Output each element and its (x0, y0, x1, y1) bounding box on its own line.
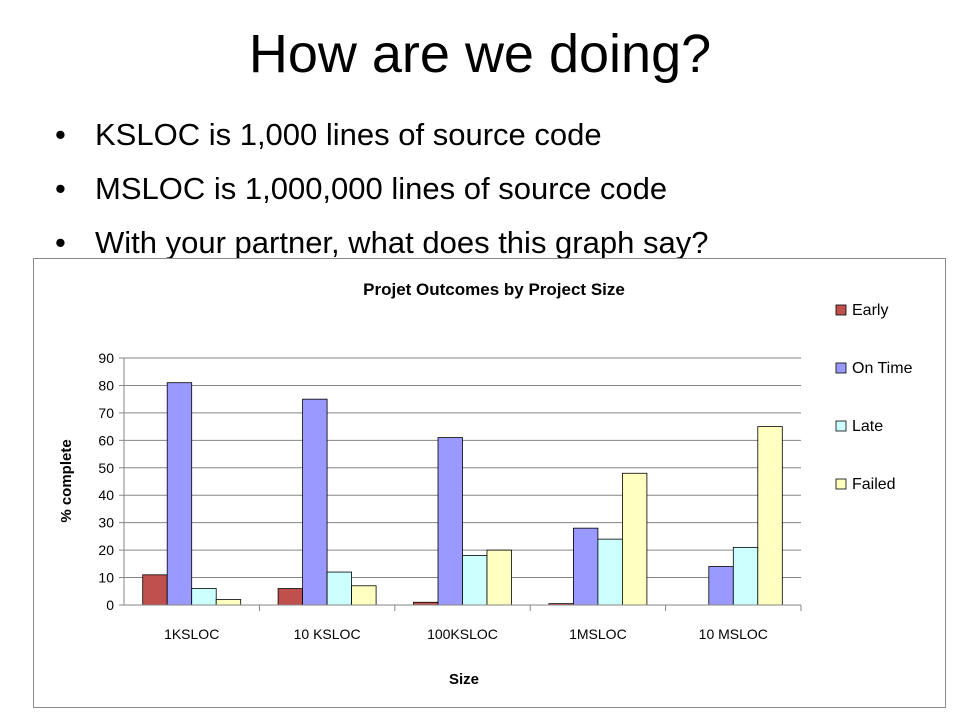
bar-early (142, 574, 168, 606)
bar-late (326, 571, 353, 606)
bar-early (277, 588, 304, 606)
bullet-item: • MSLOC is 1,000,000 lines of source code (55, 162, 708, 216)
bar-failed (486, 549, 512, 606)
legend-label: Early (852, 302, 888, 319)
bar-late (732, 546, 759, 606)
slide-title: How are we doing? (248, 24, 712, 84)
legend-swatch (835, 362, 847, 374)
bullet-text: MSLOC is 1,000,000 lines of source code (95, 171, 668, 206)
legend-label: Failed (852, 476, 896, 493)
y-tick-label: 0 (106, 597, 114, 613)
y-tick-label: 60 (98, 432, 114, 448)
bar-on-time (302, 398, 328, 606)
legend-swatch (835, 304, 847, 316)
legend-swatch (835, 420, 847, 432)
y-tick-label: 90 (98, 350, 114, 366)
bar-late (597, 538, 623, 606)
y-tick-label: 50 (98, 460, 114, 476)
bar-on-time (708, 566, 734, 606)
bar-on-time (573, 527, 599, 606)
bullet-dot: • (55, 117, 66, 152)
axes: 0 10 20 30 40 50 60 70 80 90 1KSLOC 10 KSLOC 100KSLO… (98, 350, 802, 642)
bar-chart: Projet Outcomes by Project Size Size % c… (58, 280, 913, 688)
bar-failed (757, 426, 783, 606)
bar-failed (351, 585, 377, 606)
y-tick-label: 80 (98, 377, 114, 393)
bar-on-time (166, 382, 193, 606)
bullet-item: • KSLOC is 1,000 lines of source code (55, 108, 708, 162)
bars (142, 382, 783, 606)
y-tick-label: 30 (98, 515, 114, 531)
y-tick-label: 70 (98, 405, 114, 421)
bullet-text: KSLOC is 1,000 lines of source code (95, 117, 602, 152)
bar-failed (622, 472, 648, 606)
legend-label: On Time (852, 360, 913, 377)
bullet-item: • With your partner, what does this graph… (55, 216, 708, 270)
legend-label: Late (852, 418, 883, 435)
y-tick-label: 10 (98, 570, 114, 586)
x-tick-label: 1KSLOC (164, 626, 219, 642)
bullet-text: With your partner, what does this graph … (95, 225, 709, 260)
chart-frame: Projet Outcomes by Project Size Size % c… (33, 258, 946, 708)
x-tick-label: 10 KSLOC (294, 626, 361, 642)
chart-title: Projet Outcomes by Project Size (363, 280, 625, 299)
y-axis-label: % complete (58, 439, 75, 522)
y-tick-label: 20 (98, 542, 114, 558)
x-tick-label: 100KSLOC (427, 626, 498, 642)
bar-late (191, 588, 217, 606)
legend: Early On Time Late Failed (835, 302, 913, 493)
bar-failed (215, 599, 242, 606)
bullet-dot: • (55, 225, 66, 260)
bar-late (462, 555, 488, 606)
x-axis-label: Size (449, 671, 479, 688)
bullet-list: • KSLOC is 1,000 lines of source code • MS… (55, 108, 708, 270)
y-tick-label: 40 (98, 487, 114, 503)
bullet-dot: • (55, 171, 66, 206)
legend-swatch (835, 478, 847, 490)
bar-on-time (437, 437, 463, 606)
x-tick-label: 1MSLOC (569, 626, 627, 642)
gridlines (124, 357, 801, 579)
x-tick-label: 10 MSLOC (699, 626, 768, 642)
